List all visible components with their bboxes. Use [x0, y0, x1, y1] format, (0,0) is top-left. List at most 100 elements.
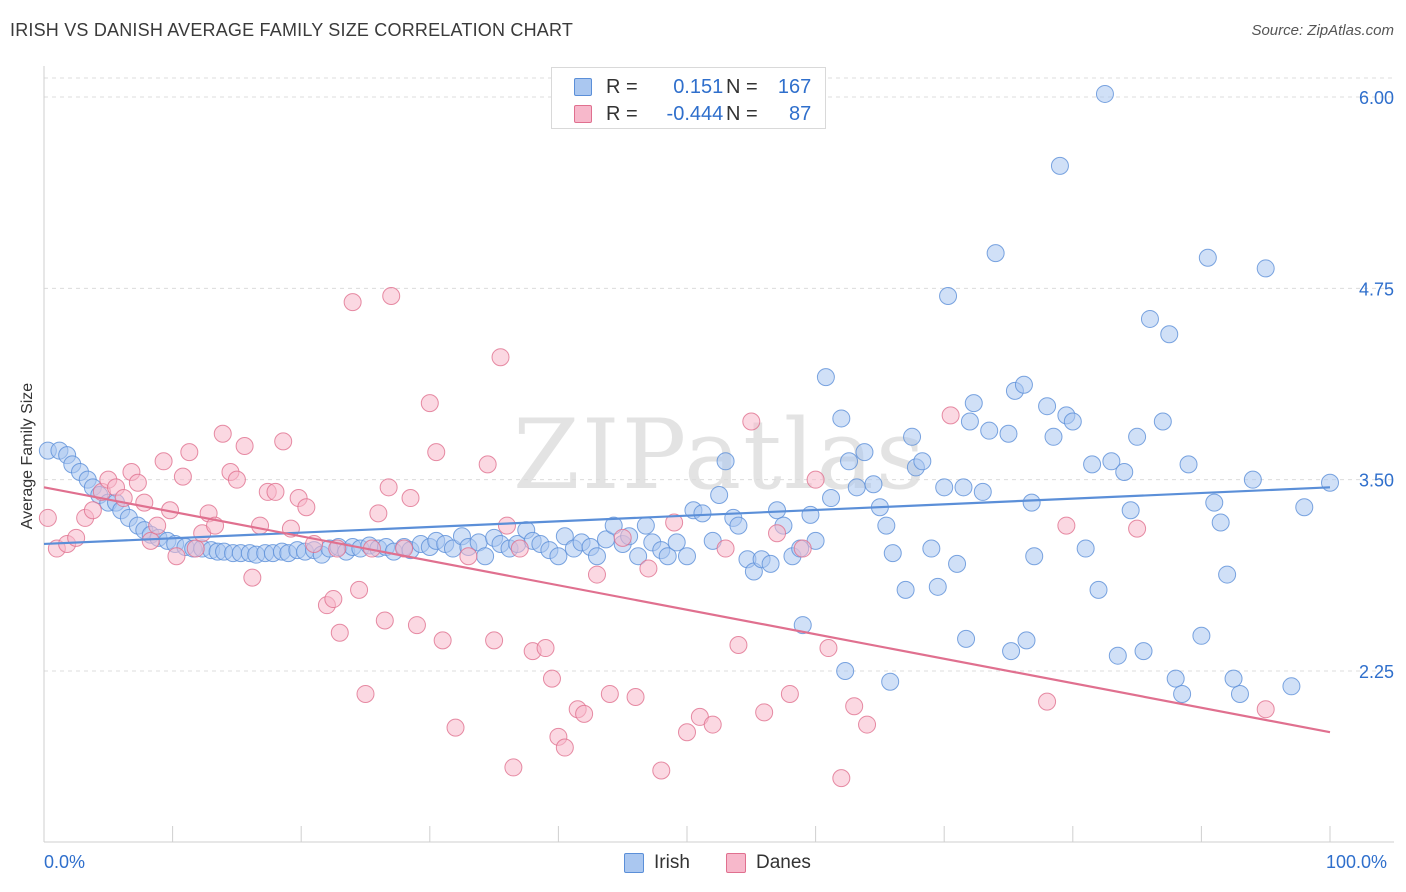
point-danes	[478, 455, 497, 474]
point-danes	[141, 531, 160, 550]
point-irish	[1002, 642, 1021, 661]
point-irish	[973, 482, 992, 501]
point-danes	[167, 547, 186, 566]
legend-row-danes: R = -0.444 N = 87	[574, 101, 811, 127]
legend-swatch-danes	[574, 105, 592, 123]
source-label: Source: ZipAtlas.com	[1251, 22, 1394, 39]
point-irish	[604, 516, 623, 535]
point-danes	[433, 631, 452, 650]
point-danes	[297, 498, 316, 517]
point-danes	[652, 761, 671, 780]
series-legend-label-danes: Danes	[756, 852, 811, 873]
point-irish	[913, 452, 932, 471]
point-irish	[1095, 84, 1114, 103]
point-danes	[446, 718, 465, 737]
point-irish	[964, 394, 983, 413]
point-danes	[858, 715, 877, 734]
point-irish	[903, 427, 922, 446]
legend-n-irish: N = 167	[726, 75, 812, 98]
point-irish	[1153, 412, 1172, 431]
point-irish	[1295, 498, 1314, 517]
point-irish	[1160, 325, 1179, 344]
point-irish	[710, 485, 729, 504]
point-irish	[1128, 427, 1147, 446]
point-danes	[356, 684, 375, 703]
point-danes	[369, 504, 388, 523]
point-danes	[832, 769, 851, 788]
y-tick-label: 3.50	[1359, 471, 1394, 491]
legend-n-danes: N = 87	[726, 102, 812, 125]
point-danes	[806, 470, 825, 489]
point-danes	[186, 539, 205, 558]
trend-line-irish	[43, 486, 1331, 546]
point-danes	[180, 443, 199, 462]
point-danes	[504, 758, 523, 777]
point-irish	[1102, 452, 1121, 471]
point-danes	[1038, 692, 1057, 711]
legend-row-irish: R = 0.151 N = 167	[574, 74, 811, 100]
point-irish	[1121, 501, 1140, 520]
point-danes	[350, 580, 369, 599]
point-irish	[822, 489, 841, 508]
point-irish	[864, 475, 883, 494]
point-irish	[716, 452, 735, 471]
point-irish	[877, 516, 896, 535]
series-legend-label-irish: Irish	[654, 852, 690, 873]
y-tick-label: 2.25	[1359, 662, 1394, 682]
point-danes	[613, 528, 632, 547]
point-danes	[768, 524, 787, 543]
point-irish	[1089, 580, 1108, 599]
point-irish	[476, 547, 495, 566]
point-danes	[213, 424, 232, 443]
point-danes	[1128, 519, 1147, 538]
point-irish	[1282, 677, 1301, 696]
point-irish	[1205, 493, 1224, 512]
point-danes	[382, 286, 401, 305]
point-danes	[266, 482, 285, 501]
x-tick-label-max: 100.0%	[1326, 852, 1388, 872]
point-danes	[173, 467, 192, 486]
point-danes	[227, 470, 246, 489]
series-legend: Irish Danes	[0, 852, 1406, 878]
correlation-legend: R = 0.151 N = 167 R = -0.444 N = 87	[551, 67, 826, 129]
point-irish	[1063, 412, 1082, 431]
point-irish	[954, 478, 973, 497]
point-irish	[847, 478, 866, 497]
point-irish	[948, 554, 967, 573]
point-irish	[881, 672, 900, 691]
point-danes	[555, 738, 574, 757]
point-irish	[549, 547, 568, 566]
point-irish	[836, 662, 855, 680]
point-irish	[999, 424, 1018, 443]
point-irish	[1134, 642, 1153, 661]
point-irish	[729, 516, 748, 535]
series-legend-swatch-danes	[726, 853, 746, 873]
point-danes	[38, 508, 57, 527]
point-irish	[658, 547, 677, 566]
point-irish	[840, 452, 859, 471]
trend-line-danes	[43, 486, 1331, 734]
point-danes	[379, 478, 398, 497]
point-irish	[1017, 631, 1036, 650]
point-irish	[986, 244, 1005, 263]
legend-swatch-irish	[574, 78, 592, 96]
point-danes	[819, 639, 838, 658]
point-danes	[845, 697, 864, 716]
point-danes	[587, 565, 606, 584]
point-irish	[939, 286, 958, 305]
point-irish	[1025, 547, 1044, 566]
point-irish	[629, 547, 648, 566]
point-irish	[1115, 463, 1134, 482]
point-irish	[1044, 427, 1063, 446]
point-danes	[83, 501, 102, 520]
point-irish	[1108, 646, 1127, 665]
point-irish	[1243, 470, 1262, 489]
point-danes	[243, 568, 262, 587]
point-danes	[1256, 700, 1275, 719]
point-irish	[587, 547, 606, 566]
series-legend-irish: Irish	[624, 852, 690, 874]
point-danes	[510, 539, 529, 558]
point-danes	[575, 704, 594, 723]
point-irish	[957, 629, 976, 648]
